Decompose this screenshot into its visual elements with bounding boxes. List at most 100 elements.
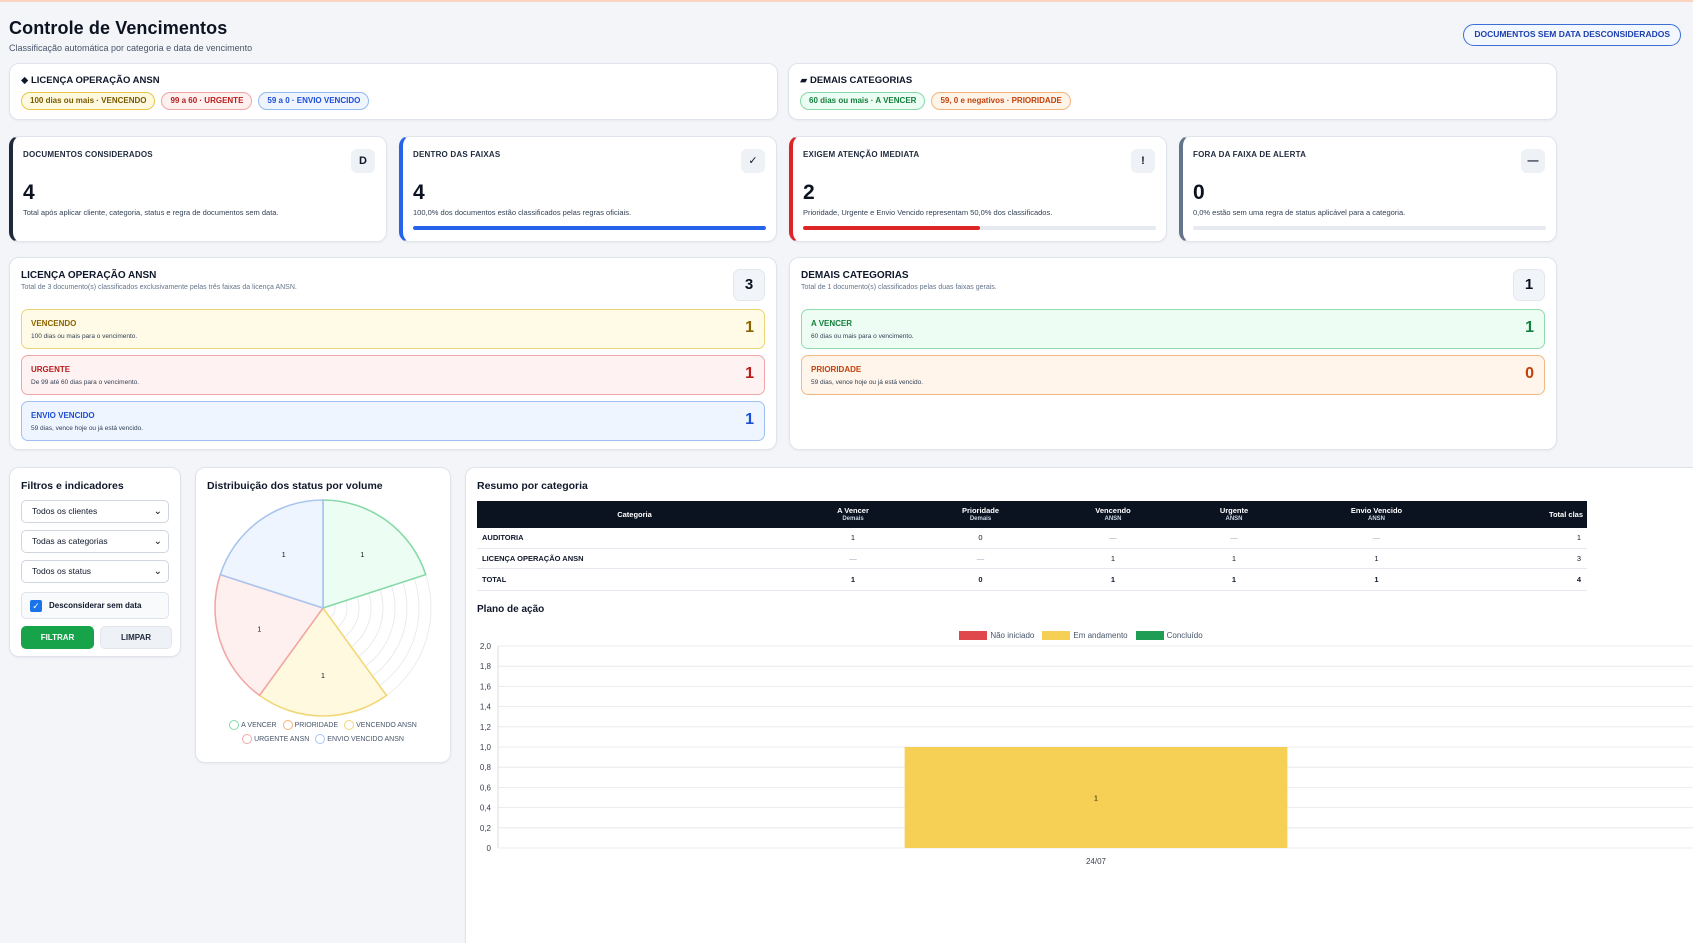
- plan-bar-chart: 0 0,2 0,4 0,6 0,8 1,0 1,2 1,4 1,6 1,8 2,0 1 24/07: [480, 642, 1693, 866]
- plan-y-tick: 2,0: [480, 642, 492, 651]
- distribution-title: Distribuição dos status por volume: [207, 480, 383, 492]
- polar-slice-urgente-ansn: [214, 573, 325, 697]
- pill-prioridade: 59, 0 e negativos · PRIORIDADE: [931, 92, 1071, 110]
- kpi-progress-fill: [413, 226, 766, 230]
- pill-a-vencer: 60 dias ou mais · A VENCER: [800, 92, 926, 110]
- legend-swatch: [229, 720, 240, 730]
- plan-legend-item[interactable]: Não iniciado: [959, 631, 1035, 641]
- plan-legend: Não iniciado Em andamento Concluído: [466, 631, 1693, 641]
- kpi-value: 2: [803, 181, 815, 204]
- plan-y-tick: 0,2: [480, 824, 492, 833]
- polar-slice-label: 1: [360, 552, 364, 559]
- summary-header-cell: Urgente ANSN: [1179, 501, 1289, 528]
- plan-bar-em-andamento: [904, 747, 1288, 848]
- summary-cell: 1: [1179, 568, 1289, 591]
- diamond-icon: ◆: [21, 75, 29, 86]
- plan-y-tick: 0,8: [480, 763, 492, 772]
- summary-header-cell: Categoria: [477, 501, 792, 528]
- summary-total-row: TOTAL 1 0 1 1 1 4: [477, 568, 1587, 591]
- kpi-progress-track: [803, 226, 1156, 230]
- summary-cell: 1: [1179, 548, 1289, 569]
- polar-legend-item[interactable]: ENVIO VENCIDO ANSN: [315, 734, 404, 744]
- summary-header-cell: Prioridade Demais: [914, 501, 1047, 528]
- kpi-progress-track: [413, 226, 766, 230]
- summary-header-cell: A Vencer Demais: [792, 501, 914, 528]
- summary-cell: 1: [792, 528, 914, 549]
- summary-header-cell: Envio Vencido ANSN: [1289, 501, 1464, 528]
- rule-title-others: ▰ DEMAIS CATEGORIAS: [800, 75, 913, 86]
- polar-legend-item[interactable]: URGENTE ANSN: [242, 734, 309, 744]
- summary-cell: —: [1179, 528, 1289, 549]
- polar-legend-row-1: A VENCER PRIORIDADE VENCENDO ANSN: [196, 720, 450, 730]
- legend-label: Não iniciado: [990, 631, 1035, 640]
- section-title: LICENÇA OPERAÇÃO ANSN: [21, 270, 157, 281]
- summary-cell: TOTAL: [477, 568, 792, 591]
- kpi-card-out-of-range: FORA DA FAIXA DE ALERTA — 0 0,0% estão s…: [1179, 136, 1557, 242]
- band-a-vencer: A VENCER 60 dias ou mais para o vencimen…: [801, 309, 1545, 349]
- plan-y-tick: 1,2: [480, 723, 492, 732]
- section-count: 1: [1513, 269, 1545, 301]
- rule-card-ansn: ◆ LICENÇA OPERAÇÃO ANSN 100 dias ou mais…: [9, 63, 778, 120]
- summary-cell: 1: [1047, 548, 1179, 569]
- summary-cell: —: [792, 548, 914, 569]
- polar-slice-label: 1: [321, 673, 325, 680]
- ignore-undated-checkbox[interactable]: ✓: [30, 600, 42, 612]
- legend-label: A VENCER: [241, 721, 277, 729]
- legend-swatch: [282, 720, 293, 730]
- legend-label: Em andamento: [1073, 631, 1128, 640]
- polar-legend-item[interactable]: PRIORIDADE: [282, 720, 339, 730]
- polar-legend-item[interactable]: A VENCER: [229, 720, 277, 730]
- summary-header-cell: Total clas: [1464, 501, 1587, 528]
- legend-swatch: [315, 734, 326, 744]
- band-prioridade: PRIORIDADE 59 dias, vence hoje ou já est…: [801, 355, 1545, 395]
- legend-label: Concluído: [1166, 631, 1203, 640]
- page-subtitle: Classificação automática por categoria e…: [9, 43, 253, 53]
- plan-legend-item[interactable]: Concluído: [1135, 631, 1203, 641]
- clear-button[interactable]: LIMPAR: [100, 626, 172, 649]
- polar-legend-row-2: URGENTE ANSN ENVIO VENCIDO ANSN: [196, 734, 450, 744]
- polar-slice-label: 1: [282, 552, 286, 559]
- section-title: DEMAIS CATEGORIAS: [801, 270, 909, 281]
- legend-label: PRIORIDADE: [294, 721, 339, 729]
- kpi-label: DENTRO DAS FAIXAS: [413, 150, 501, 159]
- kpi-progress-track: [1193, 226, 1546, 230]
- kpi-label: EXIGEM ATENÇÃO IMEDIATA: [803, 150, 920, 159]
- legend-swatch: [1042, 631, 1071, 641]
- summary-header-row: Categoria A Vencer Demais Prioridade Demais V…: [477, 501, 1587, 528]
- section-ansn: LICENÇA OPERAÇÃO ANSN Total de 3 documen…: [9, 257, 777, 450]
- pill-envio-vencido: 59 a 0 · ENVIO VENCIDO: [258, 92, 370, 110]
- ignore-undated-row[interactable]: ✓ Desconsiderar sem data: [21, 592, 169, 619]
- filter-button[interactable]: FILTRAR: [21, 626, 94, 649]
- summary-cell: 1: [1464, 528, 1587, 549]
- ignore-undated-label: Desconsiderar sem data: [49, 601, 142, 610]
- legend-label: URGENTE ANSN: [254, 735, 310, 743]
- summary-cell: LICENÇA OPERAÇÃO ANSN: [477, 548, 792, 569]
- client-select[interactable]: Todos os clientes ⌄: [21, 500, 169, 523]
- plan-legend-item[interactable]: Em andamento: [1042, 631, 1128, 641]
- filters-panel: Filtros e indicadores Todos os clientes ⌄…: [9, 467, 181, 657]
- polar-legend-item[interactable]: VENCENDO ANSN: [344, 720, 417, 730]
- status-select[interactable]: Todos os status ⌄: [21, 560, 169, 583]
- alert-icon: !: [1131, 149, 1155, 173]
- kpi-value: 4: [413, 181, 425, 204]
- plan-y-tick: 1,4: [480, 703, 492, 712]
- kpi-value: 0: [1193, 181, 1205, 204]
- chevron-down-icon: ⌄: [153, 506, 162, 517]
- legend-swatch: [959, 631, 988, 641]
- dash-icon: —: [1521, 149, 1545, 173]
- page-header: Controle de Vencimentos Classificação au…: [9, 18, 1681, 58]
- section-subtitle: Total de 3 documento(s) classificados ex…: [21, 284, 297, 291]
- polar-slice-label: 1: [257, 627, 261, 634]
- polar-slice-a-vencer: [322, 499, 427, 610]
- band-urgente: URGENTE De 99 até 60 dias para o vencime…: [21, 355, 765, 395]
- plan-x-tick: 24/07: [1086, 857, 1107, 866]
- section-subtitle: Total de 1 documento(s) classificados pe…: [801, 284, 997, 291]
- category-select[interactable]: Todas as categorias ⌄: [21, 530, 169, 553]
- ignored-documents-button[interactable]: DOCUMENTOS SEM DATA DESCONSIDERADOS: [1463, 24, 1681, 46]
- summary-cell: 3: [1464, 548, 1587, 569]
- table-row: LICENÇA OPERAÇÃO ANSN — —1 1 1 3: [477, 548, 1587, 569]
- summary-cell: AUDITORIA: [477, 528, 792, 549]
- summary-cell: 1: [1289, 568, 1464, 591]
- kpi-value: 4: [23, 181, 35, 204]
